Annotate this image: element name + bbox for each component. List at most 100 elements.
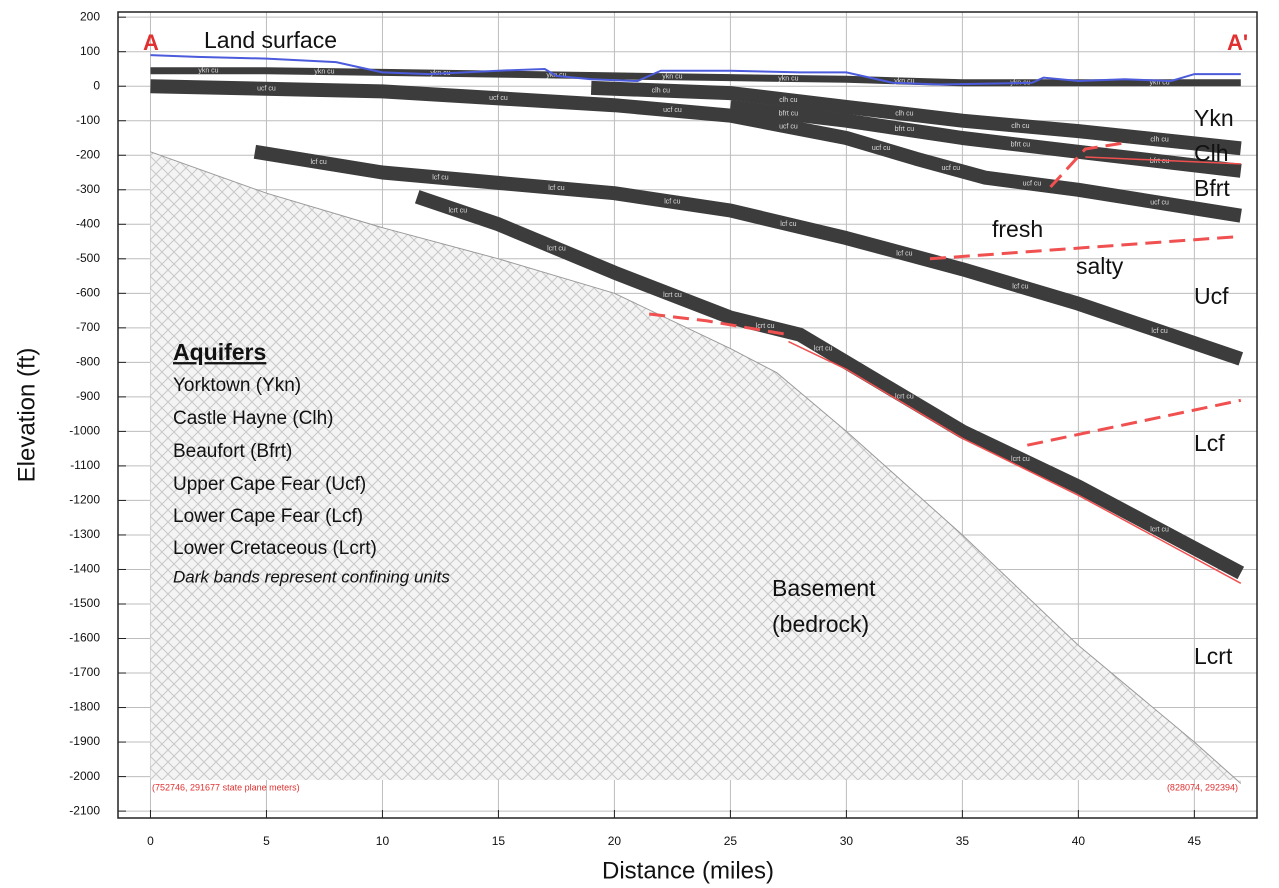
section-end: A — [143, 30, 159, 55]
aquifer-label: Ykn — [1194, 105, 1234, 131]
salt-interface — [649, 312, 789, 337]
x-tick-label: 0 — [147, 834, 154, 848]
confining-unit-label: ucf cu — [1023, 181, 1042, 188]
marks: ykn cu ykn cu ykn cu ykn cu ykn cu ykn cu ykn … — [150, 54, 1245, 784]
salt-interface — [1049, 140, 1130, 189]
x-tick-label: 20 — [608, 834, 622, 848]
confining-unit-label: ykn cu — [662, 74, 682, 81]
y-tick-label: -2000 — [69, 769, 100, 783]
y-tick-label: -1400 — [69, 562, 100, 576]
legend-note: Dark bands represent confining units — [173, 567, 450, 586]
labels: Distance (miles) Elevation (ft) A A' Lan… — [13, 27, 1248, 884]
confining-unit-label: ykn cu — [198, 68, 218, 75]
confining-unit — [590, 80, 1242, 156]
confining-unit-label: bfrt cu — [779, 111, 799, 118]
x-tick-label: 10 — [376, 834, 390, 848]
basement-label: Basement — [772, 575, 876, 601]
confining-unit-label: lcrt cu — [895, 394, 914, 401]
y-tick-label: -1900 — [69, 734, 100, 748]
zone-label: fresh — [992, 216, 1043, 242]
confining-unit-label: bfrt cu — [895, 126, 915, 133]
y-tick-label: -1200 — [69, 493, 100, 507]
legend-item: Lower Cape Fear (Lcf) — [173, 506, 363, 527]
y-tick-label: -1700 — [69, 665, 100, 679]
land-surface — [150, 54, 1241, 86]
confining-unit-label: ykn cu — [778, 75, 798, 82]
y-tick-label: -1800 — [69, 700, 100, 714]
confining-unit-label: lcrt cu — [814, 345, 833, 352]
land-surface-label: Land surface — [204, 27, 337, 53]
confining-unit-label: lcf cu — [664, 199, 680, 206]
confining-unit — [414, 190, 1245, 580]
y-tick-label: -1500 — [69, 596, 100, 610]
confining-unit-label: ucf cu — [489, 95, 508, 102]
confining-unit-label: lcrt cu — [449, 207, 468, 214]
confining-unit-label: lcf cu — [432, 175, 448, 182]
legend-item: Lower Cretaceous (Lcrt) — [173, 538, 377, 559]
confining-unit-label: clh cu — [895, 111, 913, 118]
confining-unit-label: ucf cu — [663, 107, 682, 114]
confining-unit-label: lcrt cu — [756, 323, 775, 330]
aquifer-label: Lcrt — [1194, 643, 1233, 669]
y-tick-label: -1600 — [69, 631, 100, 645]
confining-unit-label: bfrt cu — [1150, 158, 1170, 165]
confining-unit-label: lcrt cu — [1011, 456, 1030, 463]
legend-item: Yorktown (Ykn) — [173, 375, 301, 396]
x-tick-label: 35 — [956, 834, 970, 848]
confining-unit-label: lcrt cu — [663, 292, 682, 299]
confining-unit-label: lcf cu — [1012, 283, 1028, 290]
x-tick-label: 45 — [1188, 834, 1202, 848]
confining-unit-label: ucf cu — [257, 86, 276, 93]
x-tick-label: 25 — [724, 834, 738, 848]
salt-interface — [788, 340, 1242, 584]
confining-unit-label: lcf cu — [548, 185, 564, 192]
x-tick-label: 5 — [263, 834, 270, 848]
salt-interface — [929, 234, 1241, 261]
aquifer-label: Lcf — [1194, 430, 1225, 456]
x-tick-label: 30 — [840, 834, 854, 848]
y-tick-label: -400 — [76, 216, 100, 230]
y-tick-label: 200 — [80, 9, 100, 23]
confining-unit-label: ykn cu — [894, 78, 914, 85]
basement-label: (bedrock) — [772, 611, 869, 637]
aquifer-label: Clh — [1194, 140, 1229, 166]
confining-unit-label: lcf cu — [780, 221, 796, 228]
coordinate-label: (828074, 292394) — [1167, 782, 1238, 792]
legend-item: Castle Hayne (Clh) — [173, 408, 334, 429]
salt-interface — [1085, 156, 1241, 165]
salt-interface — [1026, 398, 1242, 447]
confining-unit-label: lcrt cu — [1150, 527, 1169, 534]
x-tick-label: 40 — [1072, 834, 1086, 848]
confining-unit-label: ucf cu — [1150, 200, 1169, 207]
confining-unit-label: ucf cu — [872, 145, 891, 152]
zone-label: salty — [1076, 253, 1124, 279]
confining-unit — [150, 79, 1242, 223]
legend-item: Beaufort (Bfrt) — [173, 441, 292, 462]
y-tick-label: -600 — [76, 285, 100, 299]
confining-unit — [729, 99, 1242, 178]
legend-item: Upper Cape Fear (Ucf) — [173, 474, 366, 495]
x-axis-label: Distance (miles) — [602, 857, 774, 884]
y-tick-label: -500 — [76, 251, 100, 265]
confining-unit-label: ucf cu — [779, 124, 798, 131]
confining-unit-label: clh cu — [779, 97, 797, 104]
confining-unit-label: ykn cu — [314, 68, 334, 75]
confining-unit — [253, 144, 1244, 366]
y-tick-label: -200 — [76, 147, 100, 161]
y-tick-label: -300 — [76, 182, 100, 196]
aquifer-label: Bfrt — [1194, 175, 1230, 201]
y-tick-label: -900 — [76, 389, 100, 403]
confining-unit-label: clh cu — [652, 87, 670, 94]
confining-unit-label: lcf cu — [1151, 328, 1167, 335]
basement-top — [150, 151, 1242, 784]
plot-frame — [117, 11, 1258, 819]
y-tick-label: -1000 — [69, 424, 100, 438]
confining-unit-label: bfrt cu — [1011, 142, 1031, 149]
y-tick-label: -700 — [76, 320, 100, 334]
legend-title: Aquifers — [173, 339, 266, 365]
section-end: A' — [1227, 30, 1248, 55]
confining-unit-label: ucf cu — [941, 165, 960, 172]
confining-unit-label: lcf cu — [310, 159, 326, 166]
y-tick-label: 0 — [93, 78, 100, 92]
